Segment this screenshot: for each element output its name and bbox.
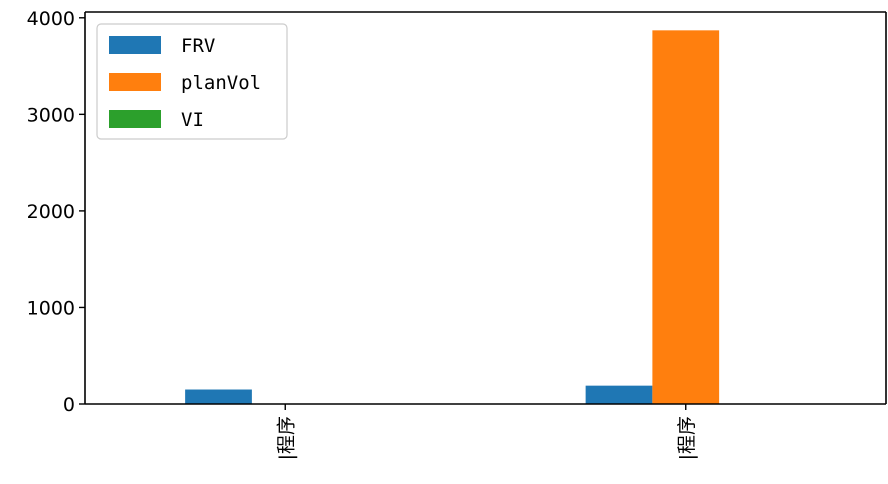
- y-tick-label-4000: 4000: [27, 8, 75, 30]
- y-tick-label-0: 0: [63, 394, 75, 416]
- bars-layer: [185, 30, 720, 405]
- bar-frv-2: [585, 385, 653, 404]
- y-tick-label-3000: 3000: [27, 104, 75, 126]
- x-tick-label-2: |程序: [676, 416, 698, 460]
- x-tick-label-1: |程序: [275, 416, 297, 460]
- legend-swatch-frv: [109, 36, 161, 54]
- bar-planvol-2: [652, 30, 720, 405]
- axes-layer: 0 1000 2000 3000 4000 |程序 |程序: [27, 8, 887, 460]
- legend-label-planvol: planVol: [181, 72, 261, 94]
- legend-label-vi: VI: [181, 109, 204, 131]
- legend-swatch-vi: [109, 110, 161, 128]
- bar-frv-1: [185, 389, 252, 404]
- legend-label-frv: FRV: [181, 35, 215, 57]
- legend: FRV planVol VI: [96, 23, 288, 140]
- y-tick-label-1000: 1000: [27, 297, 75, 319]
- legend-swatch-planvol: [109, 73, 161, 91]
- y-tick-label-2000: 2000: [27, 201, 75, 223]
